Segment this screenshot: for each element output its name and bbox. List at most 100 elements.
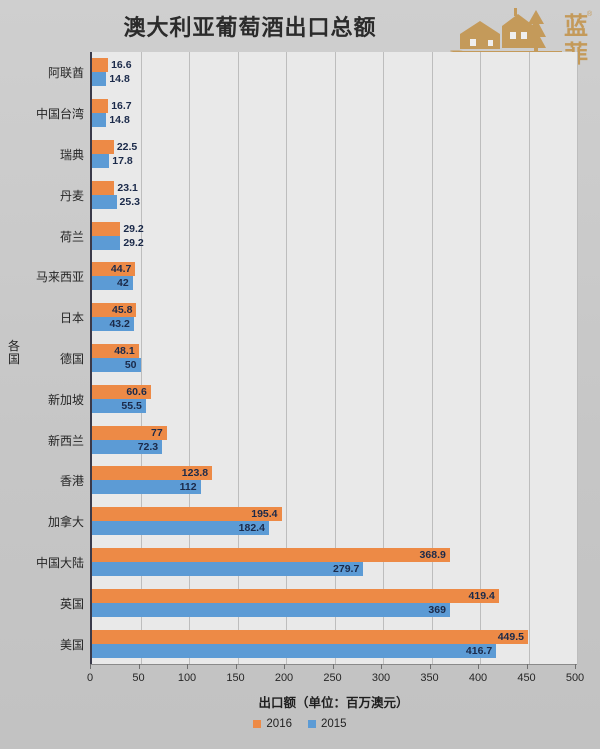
bar-value-label: 195.4: [251, 508, 278, 521]
gridline: [237, 52, 239, 664]
x-axis-title: 出口额（单位：百万澳元）: [258, 696, 409, 710]
y-axis-category-label: 马来西亚: [35, 270, 84, 285]
bar-value-label: 449.5: [497, 630, 524, 643]
bar-value-label: 16.7: [111, 100, 132, 113]
bar-value-label: 23.1: [117, 181, 138, 194]
bar-2016: 16.6: [92, 58, 132, 73]
x-axis-tick-label: 100: [177, 672, 197, 684]
svg-text:蓝: 蓝: [564, 13, 588, 40]
bar-2015: 29.2: [92, 235, 144, 250]
bar-group: 16.6 14.8: [92, 52, 577, 93]
bar-2015: 17.8: [92, 153, 133, 168]
bar-value-label: 45.8: [111, 304, 133, 317]
bar-group: 368.9 279.7: [92, 542, 577, 583]
bar-value-label: 368.9: [419, 548, 446, 561]
bar-group: 22.5 17.8: [92, 134, 577, 175]
x-axis-tick-label: 450: [517, 672, 536, 684]
bar-value-label: 14.8: [109, 114, 130, 127]
x-axis-tick: [526, 664, 528, 669]
legend-label: 2016: [266, 718, 292, 730]
y-axis-category-label: 日本: [59, 311, 84, 326]
gridline: [140, 52, 142, 664]
x-axis-tick-label: 350: [420, 672, 439, 684]
gridline: [383, 52, 384, 664]
x-axis-tick: [187, 664, 188, 669]
bar-2016: 22.5: [92, 139, 137, 154]
y-axis-category-label: 丹麦: [59, 188, 84, 203]
bar-2016: 29.2: [92, 221, 144, 236]
x-axis-tick: [90, 664, 91, 669]
y-axis-title: 各国: [7, 339, 20, 366]
bar-2016: 60.6: [92, 384, 151, 399]
bar-2015: 43.2: [92, 317, 134, 332]
legend-item-2016[interactable]: 2016: [253, 718, 292, 730]
x-axis-line: [90, 664, 577, 665]
y-axis-category-label: 德国: [59, 352, 84, 366]
gridline: [431, 52, 433, 664]
legend-item-2015[interactable]: 2015: [308, 718, 347, 730]
y-axis-category-label: 阿联酋: [47, 66, 84, 81]
x-axis-tick-label: 0: [86, 672, 94, 684]
gridline: [189, 52, 190, 664]
bar-2016: 45.8: [92, 303, 137, 318]
bar-2015: 416.7: [92, 643, 497, 658]
bar-group: 23.1 25.3: [92, 174, 577, 215]
bar-2015: 279.7: [92, 561, 364, 576]
bar-group: 16.7 14.8: [92, 93, 577, 134]
bar-2016: 23.1: [92, 180, 138, 195]
bar-2015: 55.5: [92, 398, 146, 413]
bar-value-label: 48.1: [114, 344, 135, 357]
bar-value-label: 416.7: [465, 644, 493, 657]
legend-swatch: [308, 720, 316, 728]
x-axis-tick: [575, 664, 576, 669]
chart-title: 澳大利亚葡萄酒出口总额: [123, 15, 377, 40]
bar-2016: 449.5: [92, 629, 528, 644]
bar-group: 29.2 29.2: [92, 215, 577, 256]
bar-value-label: 123.8: [181, 467, 209, 480]
bar-2015: 25.3: [92, 194, 140, 209]
x-axis-tick: [284, 664, 285, 669]
bar-2016: 44.7: [92, 262, 136, 277]
bar-2016: 419.4: [92, 588, 499, 603]
y-axis-category-label: 英国: [59, 596, 84, 611]
bar-group: 419.4 369: [92, 582, 577, 623]
bar-value-label: 25.3: [119, 195, 140, 208]
x-axis-tick: [332, 664, 334, 669]
bar-group: 44.7 42: [92, 256, 577, 297]
x-axis-tick: [381, 664, 382, 669]
gridline: [286, 52, 287, 664]
bar-2015: 182.4: [92, 521, 269, 536]
bar-group: 45.8 43.2: [92, 297, 577, 338]
bar-group: 77 72.3: [92, 419, 577, 460]
bar-value-label: 17.8: [112, 154, 133, 167]
bar-2015: 14.8: [92, 113, 130, 128]
bar-2015: 14.8: [92, 72, 130, 87]
bar-value-label: 279.7: [333, 562, 360, 575]
bar-2016: 77: [92, 425, 167, 440]
bar-value-label: 42: [117, 277, 129, 290]
chart-legend: 2016 2015: [0, 718, 600, 730]
legend-label: 2015: [321, 718, 347, 730]
bar-value-label: 44.7: [110, 263, 132, 276]
bar-group: 123.8 112: [92, 460, 577, 501]
bar-value-label: 16.6: [111, 59, 132, 72]
x-axis-tick-label: 500: [565, 672, 585, 684]
x-axis-tick-label: 400: [468, 672, 488, 684]
bar-value-label: 369: [428, 603, 446, 616]
y-axis-category-label: 中国大陆: [35, 556, 84, 570]
bar-value-label: 43.2: [109, 318, 130, 331]
bar-2016: 123.8: [92, 466, 213, 481]
svg-text:®: ®: [587, 10, 592, 18]
bar-value-label: 112: [179, 481, 197, 494]
bar-value-label: 50: [124, 358, 137, 371]
bar-value-label: 72.3: [137, 440, 159, 453]
y-axis-category-label: 荷兰: [59, 229, 84, 244]
bar-2016: 195.4: [92, 507, 282, 522]
y-axis-category-label: 加拿大: [47, 515, 84, 530]
gridline: [577, 52, 578, 664]
y-axis-category-label: 中国台湾: [35, 107, 84, 122]
bar-2015: 42: [92, 276, 133, 291]
x-axis-tick-label: 250: [323, 672, 342, 684]
x-axis-tick-label: 200: [274, 672, 294, 684]
